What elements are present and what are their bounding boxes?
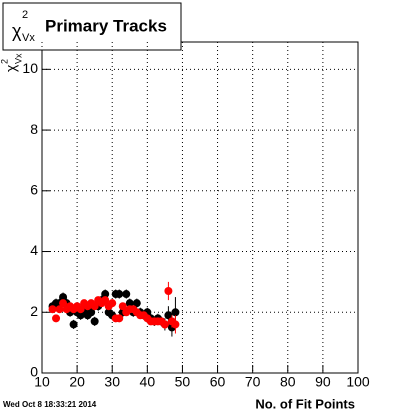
point xyxy=(59,299,68,308)
title-sub: Vx xyxy=(22,32,35,44)
y-tick-label: 0 xyxy=(30,364,38,380)
y-label-sup: 2 xyxy=(0,59,9,64)
point xyxy=(101,290,110,299)
y-tick-label: 8 xyxy=(30,121,38,137)
y-tick-label: 6 xyxy=(30,182,38,198)
x-tick-label: 80 xyxy=(280,374,296,390)
point xyxy=(76,311,85,320)
x-tick-label: 100 xyxy=(346,374,370,390)
point xyxy=(115,314,124,323)
point xyxy=(132,299,141,308)
point xyxy=(171,320,180,329)
x-tick-label: 40 xyxy=(140,374,156,390)
x-label: No. of Fit Points xyxy=(255,396,355,411)
point xyxy=(55,305,64,314)
x-tick-label: 60 xyxy=(210,374,226,390)
y-tick-label: 4 xyxy=(30,242,38,258)
title-sup: 2 xyxy=(22,9,28,21)
point xyxy=(125,299,134,308)
point xyxy=(69,320,78,329)
chart-title: Primary Tracks xyxy=(45,16,167,35)
x-tick-label: 10 xyxy=(34,374,50,390)
point xyxy=(52,314,61,323)
point xyxy=(164,287,173,296)
x-tick-label: 70 xyxy=(245,374,261,390)
point xyxy=(90,317,99,326)
title-box xyxy=(2,2,182,51)
point xyxy=(87,308,96,317)
point xyxy=(90,302,99,311)
point xyxy=(164,311,173,320)
point xyxy=(108,299,117,308)
point xyxy=(115,290,124,299)
point xyxy=(122,290,131,299)
point xyxy=(48,305,57,314)
x-tick-label: 30 xyxy=(104,374,120,390)
x-tick-label: 20 xyxy=(69,374,85,390)
point xyxy=(160,320,169,329)
y-tick-label: 10 xyxy=(22,60,38,76)
point xyxy=(171,308,180,317)
y-tick-label: 2 xyxy=(30,303,38,319)
point xyxy=(118,302,127,311)
footer-date: Wed Oct 8 18:33:21 2014 xyxy=(3,400,97,409)
y-label: χ 2 Vx xyxy=(0,53,23,72)
y-label-sub: Vx xyxy=(13,53,23,64)
x-tick-label: 50 xyxy=(175,374,191,390)
y-label-symbol: χ xyxy=(3,64,19,72)
point xyxy=(59,293,68,302)
plot-frame xyxy=(41,41,359,374)
x-tick-label: 90 xyxy=(315,374,331,390)
point xyxy=(76,305,85,314)
title-symbol: χ xyxy=(12,21,22,41)
point xyxy=(101,296,110,305)
